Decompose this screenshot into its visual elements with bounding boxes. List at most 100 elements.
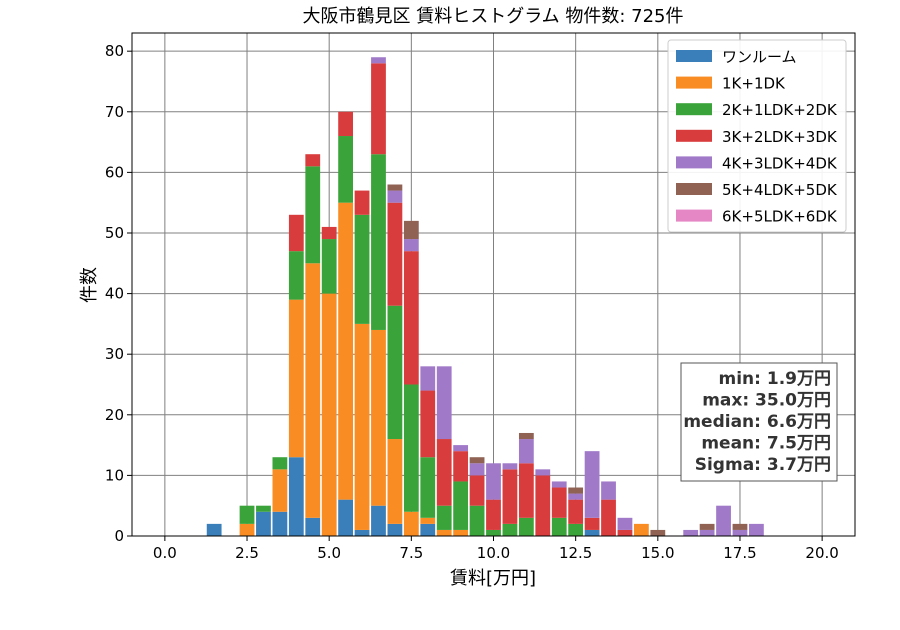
bar-s1-x7 <box>338 202 354 500</box>
y-tick-label-4: 40 <box>105 285 124 303</box>
bar-s2-x21 <box>568 523 584 536</box>
legend: ワンルーム 1K+1DK 2K+1LDK+2DK 3K+2LDK+3DK 4K+3LDK… <box>667 39 847 233</box>
bar-s5-x30 <box>732 523 748 530</box>
bar-s3-x5 <box>305 154 321 167</box>
bar-s1-x6 <box>321 293 337 536</box>
bar-s0-x0 <box>206 523 222 536</box>
legend-label-4: 4K+3LDK+4DK <box>722 154 838 172</box>
bar-s2-x10 <box>387 305 403 440</box>
bar-s4-x28 <box>699 529 715 536</box>
bar-s1-x4 <box>288 299 304 458</box>
bar-s4-x21 <box>568 493 584 500</box>
bar-s3-x18 <box>518 463 534 518</box>
bar-s5-x28 <box>699 523 715 530</box>
bar-s4-x22 <box>584 451 600 518</box>
bar-s1-x10 <box>387 439 403 524</box>
y-tick-label-6: 60 <box>105 163 124 181</box>
bar-s1-x8 <box>354 323 370 530</box>
legend-swatch-3 <box>676 129 712 142</box>
bar-s5-x21 <box>568 487 584 494</box>
bar-s3-x4 <box>288 214 304 252</box>
bar-s2-x2 <box>256 505 271 512</box>
bar-s1-x1 <box>239 523 255 536</box>
bar-s4-x15 <box>469 463 485 476</box>
y-tick-label-2: 20 <box>105 406 124 424</box>
bar-s3-x14 <box>453 451 469 482</box>
x-tick-label-1: 2.5 <box>235 544 259 562</box>
legend-swatch-5 <box>676 183 712 195</box>
legend-frame <box>667 39 847 233</box>
bar-s3-x13 <box>436 439 452 506</box>
bar-s1-x9 <box>371 329 386 506</box>
bar-s4-x24 <box>617 517 633 530</box>
bar-s0-x5 <box>305 517 321 536</box>
bar-s3-x11 <box>403 251 419 385</box>
bar-s0-x22 <box>584 529 600 536</box>
legend-swatch-0 <box>676 50 712 62</box>
legend-swatch-4 <box>676 156 712 169</box>
bar-s2-x20 <box>551 517 567 536</box>
stats-line-4: Sigma: 3.7万円 <box>695 455 831 475</box>
legend-label-2: 2K+1LDK+2DK <box>722 101 838 119</box>
bar-s4-x27 <box>683 529 699 536</box>
bar-s4-x29 <box>716 505 731 536</box>
bar-s2-x3 <box>272 457 288 470</box>
bar-s4-x9 <box>371 57 386 64</box>
y-axis-label: 件数 <box>79 267 100 303</box>
bar-s0-x12 <box>420 523 436 536</box>
bar-s0-x10 <box>387 523 403 536</box>
bar-s2-x12 <box>420 457 436 518</box>
y-tick-label-3: 30 <box>105 345 124 363</box>
bar-s1-x11 <box>403 511 419 536</box>
bar-s1-x12 <box>420 517 436 524</box>
bar-s3-x8 <box>354 190 370 215</box>
bar-s4-x17 <box>502 463 518 470</box>
bar-s3-x22 <box>584 517 600 530</box>
x-axis-ticks: 0.0 2.5 5.0 7.5 10.0 12.5 15.0 17.5 20.0 <box>153 536 839 562</box>
bar-s1-x5 <box>305 263 321 518</box>
bar-s0-x2 <box>256 511 271 536</box>
bar-s2-x4 <box>288 251 304 300</box>
bar-s1-x13 <box>436 529 452 536</box>
y-tick-label-7: 70 <box>105 103 124 121</box>
bar-s4-x19 <box>535 469 551 476</box>
chart-title: 大阪市鶴見区 賃料ヒストグラム 物件数: 725件 <box>302 6 683 27</box>
bar-s3-x7 <box>338 111 354 137</box>
bar-s4-x18 <box>518 439 534 464</box>
bar-s3-x15 <box>469 475 485 506</box>
bar-s4-x12 <box>420 366 436 391</box>
bar-s5-x18 <box>518 432 534 440</box>
bar-s3-x24 <box>617 529 633 536</box>
x-tick-label-0: 0.0 <box>153 544 177 562</box>
bar-s3-x23 <box>601 499 616 536</box>
stats-line-3: mean: 7.5万円 <box>701 434 831 454</box>
bar-s4-x31 <box>749 523 764 536</box>
bar-s2-x15 <box>469 505 485 536</box>
bar-s0-x3 <box>272 511 288 536</box>
bar-s3-x9 <box>371 63 386 155</box>
bar-s4-x23 <box>601 481 616 500</box>
legend-swatch-6 <box>676 209 712 222</box>
bar-s5-x11 <box>403 220 419 240</box>
y-axis-ticks: 0 10 20 30 40 50 60 70 80 <box>105 42 132 545</box>
stats-line-0: min: 1.9万円 <box>719 369 831 389</box>
bar-s3-x21 <box>568 499 584 524</box>
x-tick-label-4: 10.0 <box>477 544 510 562</box>
bar-s3-x17 <box>502 469 518 524</box>
legend-label-3: 3K+2LDK+3DK <box>722 128 838 146</box>
legend-label-6: 6K+5LDK+6DK <box>722 208 838 226</box>
bar-s1-x3 <box>272 469 288 512</box>
bar-s0-x8 <box>354 529 370 536</box>
bar-s2-x14 <box>453 481 469 530</box>
x-tick-label-3: 7.5 <box>399 544 423 562</box>
bar-s0-x7 <box>338 499 354 536</box>
bar-s3-x20 <box>551 487 567 518</box>
bar-s2-x16 <box>486 529 501 536</box>
bar-s2-x5 <box>305 166 321 264</box>
bar-s5-x15 <box>469 457 485 464</box>
stats-line-1: max: 35.0万円 <box>702 391 831 411</box>
y-tick-label-1: 10 <box>105 466 124 484</box>
bar-s2-x11 <box>403 384 419 512</box>
